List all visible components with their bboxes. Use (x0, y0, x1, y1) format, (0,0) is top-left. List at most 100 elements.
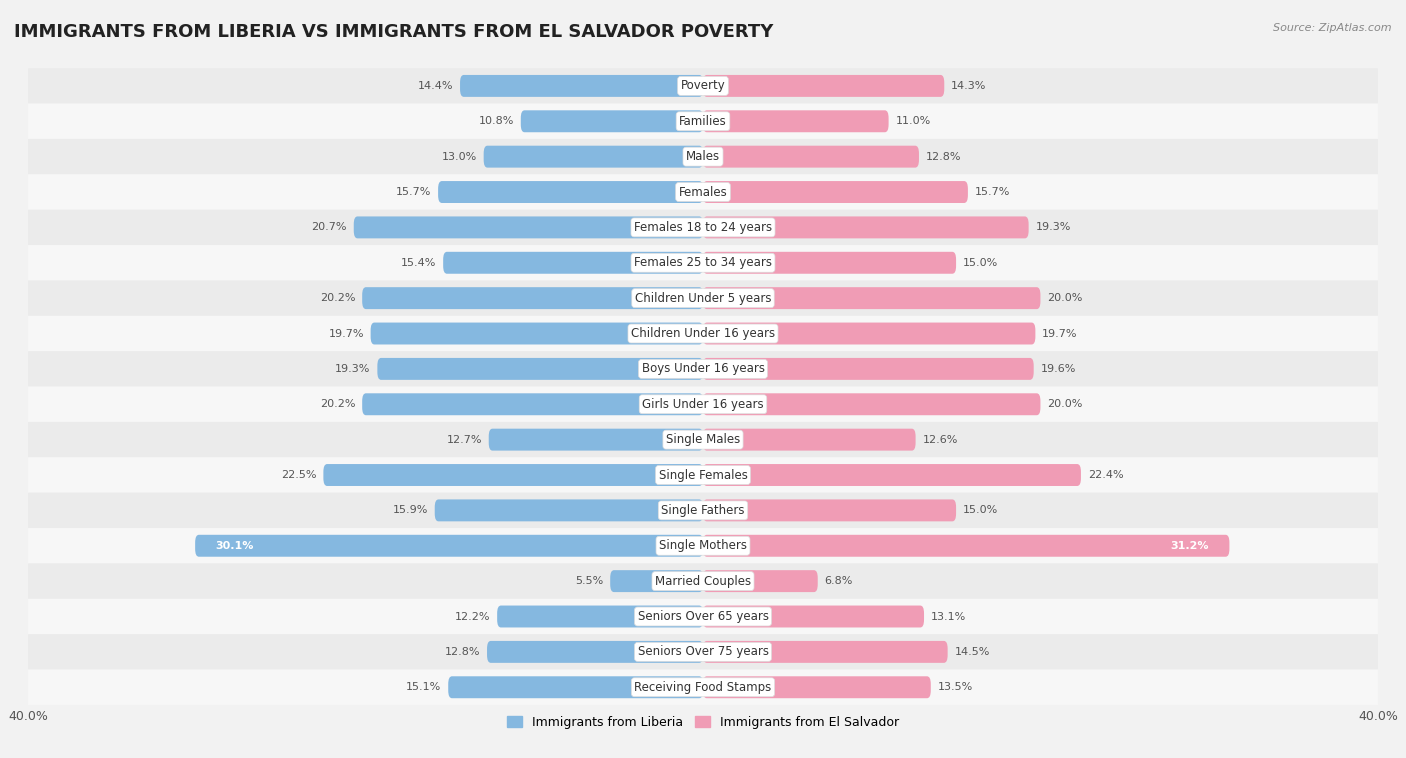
FancyBboxPatch shape (443, 252, 703, 274)
FancyBboxPatch shape (486, 641, 703, 662)
FancyBboxPatch shape (354, 217, 703, 238)
Text: 12.8%: 12.8% (925, 152, 962, 161)
FancyBboxPatch shape (371, 323, 703, 344)
Text: IMMIGRANTS FROM LIBERIA VS IMMIGRANTS FROM EL SALVADOR POVERTY: IMMIGRANTS FROM LIBERIA VS IMMIGRANTS FR… (14, 23, 773, 41)
Text: 5.5%: 5.5% (575, 576, 603, 586)
Text: Married Couples: Married Couples (655, 575, 751, 587)
FancyBboxPatch shape (439, 181, 703, 203)
FancyBboxPatch shape (460, 75, 703, 97)
Text: Source: ZipAtlas.com: Source: ZipAtlas.com (1274, 23, 1392, 33)
Text: 15.1%: 15.1% (406, 682, 441, 692)
FancyBboxPatch shape (28, 634, 1378, 669)
Text: Children Under 16 years: Children Under 16 years (631, 327, 775, 340)
Text: 13.0%: 13.0% (441, 152, 477, 161)
FancyBboxPatch shape (28, 351, 1378, 387)
Text: 20.0%: 20.0% (1047, 399, 1083, 409)
FancyBboxPatch shape (498, 606, 703, 628)
Text: 12.6%: 12.6% (922, 434, 957, 445)
Text: 19.7%: 19.7% (1042, 328, 1077, 339)
Text: 19.7%: 19.7% (329, 328, 364, 339)
FancyBboxPatch shape (28, 387, 1378, 422)
FancyBboxPatch shape (28, 528, 1378, 563)
FancyBboxPatch shape (28, 245, 1378, 280)
Text: 20.2%: 20.2% (321, 293, 356, 303)
Text: 11.0%: 11.0% (896, 116, 931, 127)
FancyBboxPatch shape (703, 287, 1040, 309)
Text: Seniors Over 75 years: Seniors Over 75 years (637, 645, 769, 659)
Text: Single Fathers: Single Fathers (661, 504, 745, 517)
Text: Receiving Food Stamps: Receiving Food Stamps (634, 681, 772, 694)
FancyBboxPatch shape (323, 464, 703, 486)
FancyBboxPatch shape (703, 393, 1040, 415)
FancyBboxPatch shape (703, 429, 915, 450)
Text: Children Under 5 years: Children Under 5 years (634, 292, 772, 305)
Text: 10.8%: 10.8% (478, 116, 515, 127)
Text: 20.0%: 20.0% (1047, 293, 1083, 303)
Text: 31.2%: 31.2% (1171, 540, 1209, 551)
Text: Families: Families (679, 114, 727, 128)
FancyBboxPatch shape (703, 111, 889, 132)
FancyBboxPatch shape (28, 68, 1378, 104)
FancyBboxPatch shape (703, 676, 931, 698)
Text: Poverty: Poverty (681, 80, 725, 92)
Text: 20.2%: 20.2% (321, 399, 356, 409)
FancyBboxPatch shape (28, 457, 1378, 493)
Text: 12.2%: 12.2% (456, 612, 491, 622)
FancyBboxPatch shape (703, 606, 924, 628)
Text: Males: Males (686, 150, 720, 163)
Text: Females: Females (679, 186, 727, 199)
Text: 20.7%: 20.7% (312, 222, 347, 233)
FancyBboxPatch shape (703, 146, 920, 168)
FancyBboxPatch shape (703, 358, 1033, 380)
Text: Single Females: Single Females (658, 468, 748, 481)
Legend: Immigrants from Liberia, Immigrants from El Salvador: Immigrants from Liberia, Immigrants from… (502, 711, 904, 734)
FancyBboxPatch shape (489, 429, 703, 450)
FancyBboxPatch shape (703, 570, 818, 592)
Text: 15.7%: 15.7% (974, 187, 1010, 197)
FancyBboxPatch shape (449, 676, 703, 698)
FancyBboxPatch shape (28, 210, 1378, 245)
Text: 14.5%: 14.5% (955, 647, 990, 657)
FancyBboxPatch shape (703, 181, 967, 203)
FancyBboxPatch shape (28, 316, 1378, 351)
FancyBboxPatch shape (703, 323, 1035, 344)
Text: 19.6%: 19.6% (1040, 364, 1076, 374)
FancyBboxPatch shape (703, 75, 945, 97)
FancyBboxPatch shape (377, 358, 703, 380)
Text: 15.0%: 15.0% (963, 506, 998, 515)
FancyBboxPatch shape (28, 280, 1378, 316)
FancyBboxPatch shape (363, 393, 703, 415)
FancyBboxPatch shape (703, 252, 956, 274)
Text: Boys Under 16 years: Boys Under 16 years (641, 362, 765, 375)
Text: 19.3%: 19.3% (1035, 222, 1071, 233)
FancyBboxPatch shape (28, 139, 1378, 174)
Text: Single Males: Single Males (666, 433, 740, 446)
Text: 13.1%: 13.1% (931, 612, 966, 622)
FancyBboxPatch shape (28, 493, 1378, 528)
Text: 22.5%: 22.5% (281, 470, 316, 480)
Text: 12.8%: 12.8% (444, 647, 481, 657)
FancyBboxPatch shape (703, 464, 1081, 486)
Text: 15.7%: 15.7% (396, 187, 432, 197)
FancyBboxPatch shape (703, 641, 948, 662)
FancyBboxPatch shape (28, 104, 1378, 139)
FancyBboxPatch shape (28, 669, 1378, 705)
Text: Females 25 to 34 years: Females 25 to 34 years (634, 256, 772, 269)
FancyBboxPatch shape (28, 599, 1378, 634)
FancyBboxPatch shape (195, 535, 703, 556)
FancyBboxPatch shape (484, 146, 703, 168)
Text: 15.0%: 15.0% (963, 258, 998, 268)
FancyBboxPatch shape (703, 535, 1229, 556)
Text: 14.3%: 14.3% (950, 81, 987, 91)
FancyBboxPatch shape (520, 111, 703, 132)
FancyBboxPatch shape (434, 500, 703, 522)
Text: 6.8%: 6.8% (824, 576, 853, 586)
FancyBboxPatch shape (703, 217, 1029, 238)
Text: Females 18 to 24 years: Females 18 to 24 years (634, 221, 772, 234)
FancyBboxPatch shape (28, 422, 1378, 457)
Text: Seniors Over 65 years: Seniors Over 65 years (637, 610, 769, 623)
FancyBboxPatch shape (28, 174, 1378, 210)
FancyBboxPatch shape (610, 570, 703, 592)
FancyBboxPatch shape (703, 500, 956, 522)
Text: 15.4%: 15.4% (401, 258, 436, 268)
